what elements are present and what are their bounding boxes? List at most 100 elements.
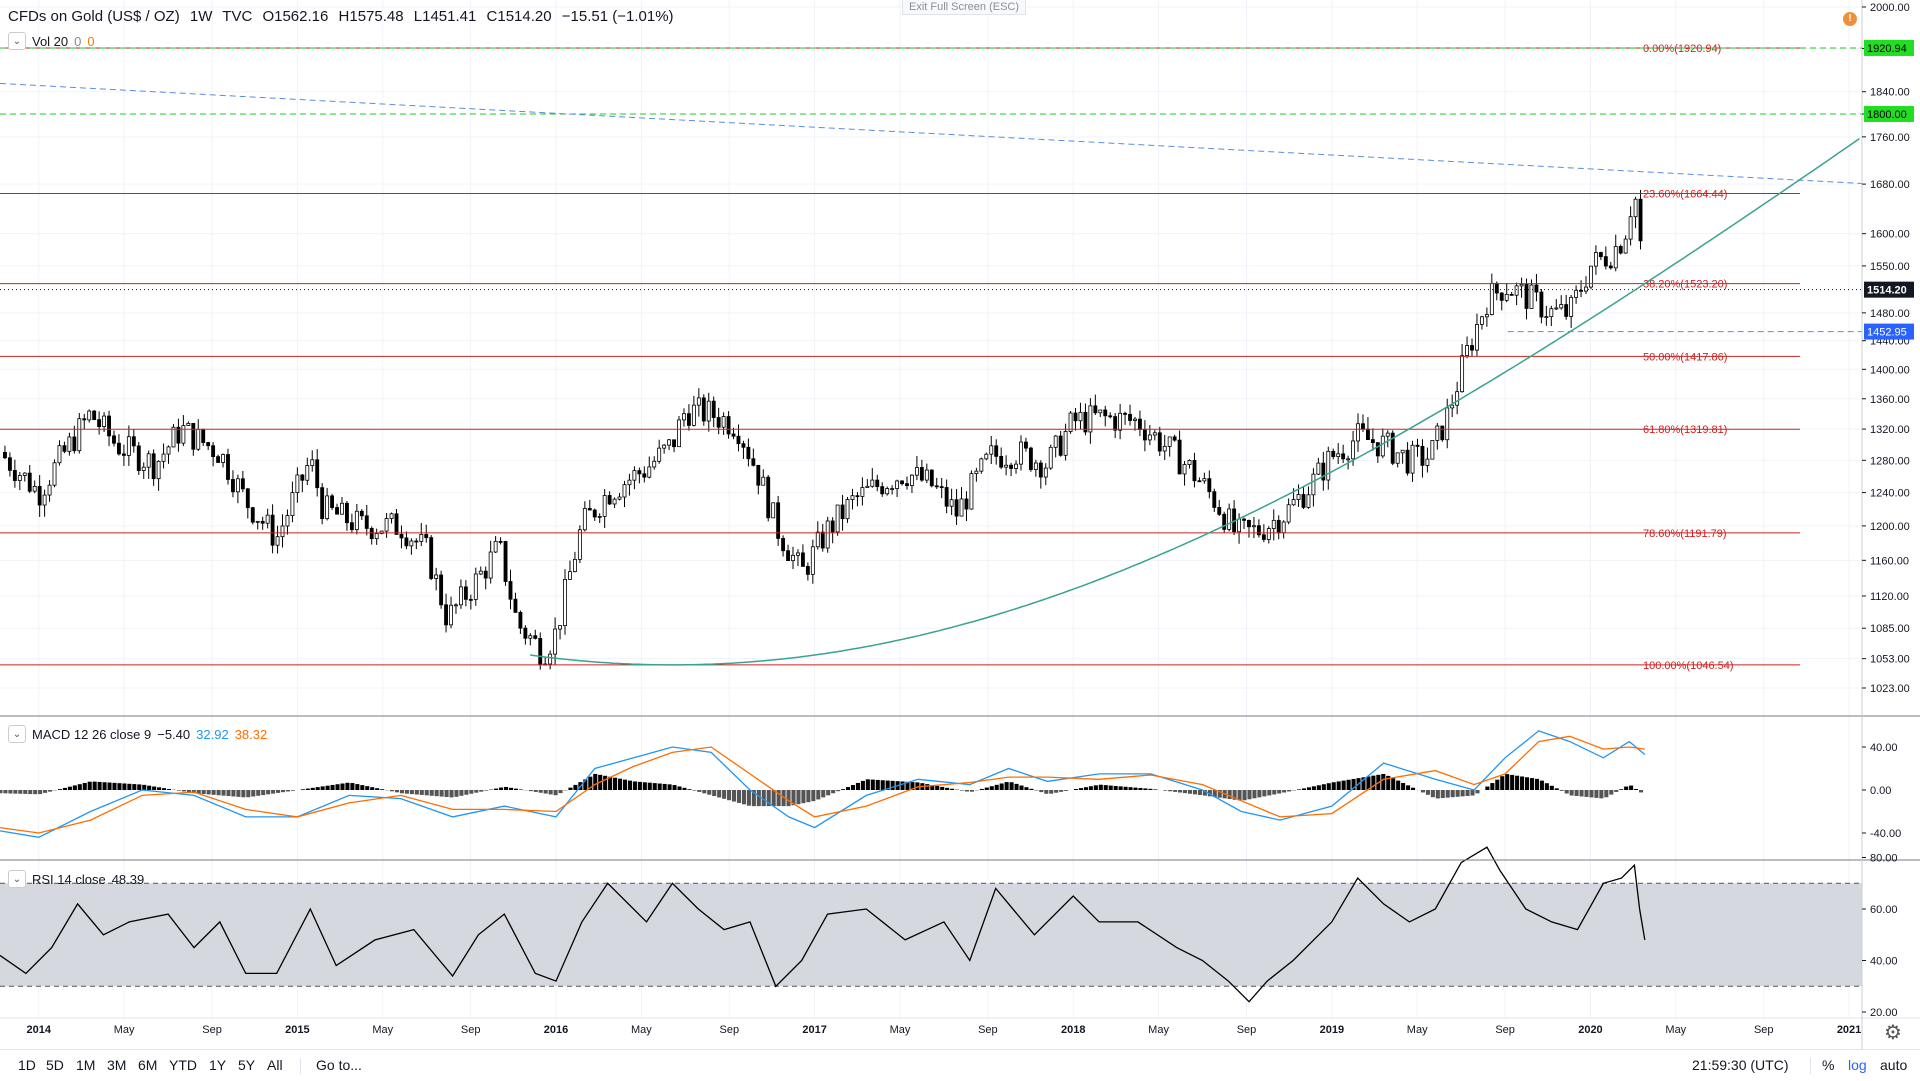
chart-legend: CFDs on Gold (US$ / OZ) 1W TVC O1562.16 … (8, 8, 680, 25)
range-6m[interactable]: 6M (138, 1057, 157, 1073)
symbol-name[interactable]: CFDs on Gold (US$ / OZ) (8, 8, 180, 25)
auto-scale-toggle[interactable]: auto (1880, 1057, 1907, 1073)
candle-body (266, 515, 269, 523)
macd-histogram-bar (474, 790, 478, 793)
chevron-down-icon[interactable]: ⌄ (8, 725, 26, 743)
candle-body (980, 459, 983, 471)
macd-histogram-bar (1589, 790, 1593, 797)
range-ytd[interactable]: YTD (169, 1057, 197, 1073)
range-all[interactable]: All (267, 1057, 283, 1073)
macd-histogram-bar (638, 782, 642, 790)
macd-histogram-bar (321, 786, 325, 790)
macd-histogram-bar (1530, 778, 1534, 790)
clock: 21:59:30 (UTC) (1692, 1057, 1788, 1073)
range-3m[interactable]: 3M (107, 1057, 126, 1073)
candle-body (306, 466, 309, 481)
candle-body (504, 541, 507, 581)
y-tick-label: 1085.00 (1870, 623, 1910, 635)
candle-body (687, 414, 690, 426)
candle-body (707, 401, 710, 421)
candle-body (747, 447, 750, 458)
candle-body (762, 477, 765, 485)
candle-body (187, 423, 190, 425)
range-1m[interactable]: 1M (76, 1057, 95, 1073)
macd-histogram-bar (787, 790, 791, 806)
macd-histogram-bar (1297, 789, 1301, 790)
candle-body (1624, 239, 1627, 253)
candle-body (365, 516, 368, 529)
macd-histogram-bar (1540, 781, 1544, 790)
candle-body (742, 444, 745, 448)
macd-histogram-bar (509, 788, 513, 790)
macd-histogram-bar (445, 790, 449, 797)
macd-label: MACD 12 26 close 9 (32, 727, 151, 742)
goto-button[interactable]: Go to... (316, 1057, 362, 1073)
candle-body (291, 493, 294, 516)
macd-histogram-bar (1634, 789, 1638, 790)
macd-histogram-bar (38, 790, 42, 794)
macd-histogram-bar (529, 790, 533, 791)
candle-body (593, 510, 596, 517)
candle-body (1555, 308, 1558, 309)
macd-histogram-bar (162, 788, 166, 790)
candle-body (1436, 426, 1439, 440)
candle-body (1575, 290, 1578, 297)
macd-histogram-bar (519, 789, 523, 790)
range-5y[interactable]: 5Y (238, 1057, 255, 1073)
macd-histogram-bar (940, 787, 944, 790)
candle-body (281, 526, 284, 537)
y-tick-label: 1840.00 (1870, 87, 1910, 99)
range-1y[interactable]: 1Y (209, 1057, 226, 1073)
candle-body (1550, 309, 1553, 317)
candle-body (1000, 456, 1003, 467)
candle-body (1029, 448, 1032, 469)
candle-body (122, 454, 125, 455)
macd-histogram-bar (217, 790, 221, 795)
macd-histogram-bar (697, 790, 701, 792)
settings-gear-icon[interactable]: ⚙ (1884, 1020, 1902, 1045)
macd-histogram-bar (112, 783, 116, 790)
candle-body (1634, 199, 1637, 216)
macd-histogram-bar (1282, 790, 1286, 792)
chevron-down-icon[interactable]: ⌄ (8, 32, 26, 50)
candle-body (1619, 246, 1622, 253)
candle-body (1183, 465, 1186, 474)
trendline (0, 83, 1862, 183)
candle-body (1119, 413, 1122, 430)
macd-histogram-bar (370, 787, 374, 790)
candle-body (132, 437, 135, 446)
candle-body (1198, 481, 1201, 482)
macd-histogram-bar (1074, 789, 1078, 790)
range-1d[interactable]: 1D (18, 1057, 36, 1073)
candle-body (1609, 266, 1612, 268)
macd-histogram-bar (1247, 790, 1251, 799)
macd-histogram-bar (1188, 790, 1192, 794)
macd-histogram-bar (1024, 787, 1028, 790)
macd-histogram-bar (772, 790, 776, 806)
chevron-down-icon[interactable]: ⌄ (8, 870, 26, 888)
macd-histogram-bar (559, 790, 563, 793)
candle-body (1252, 526, 1255, 527)
macd-histogram-bar (990, 786, 994, 790)
macd-histogram-bar (0, 790, 3, 793)
alert-icon[interactable]: ! (1843, 12, 1857, 26)
macd-histogram-bar (360, 785, 364, 790)
log-scale-toggle[interactable]: log (1848, 1057, 1867, 1073)
macd-histogram-bar (1456, 790, 1460, 797)
macd-histogram-bar (127, 784, 131, 790)
candle-body (1238, 519, 1241, 532)
candle-body (1242, 519, 1245, 520)
candle-body (197, 429, 200, 449)
range-5d[interactable]: 5D (46, 1057, 64, 1073)
rsi-indicator-legend: ⌄ RSI 14 close 48.39 (8, 870, 150, 888)
exit-fullscreen-button[interactable]: Exit Full Screen (ESC) (902, 0, 1026, 15)
percent-scale-toggle[interactable]: % (1822, 1057, 1834, 1073)
grid (0, 0, 1862, 1018)
candle-body (806, 566, 809, 574)
candle-body (1317, 463, 1320, 474)
macd-histogram-bar (88, 782, 92, 790)
macd-histogram-bar (722, 790, 726, 799)
ohlc-open: O1562.16 (262, 8, 328, 25)
candle-body (445, 605, 448, 625)
